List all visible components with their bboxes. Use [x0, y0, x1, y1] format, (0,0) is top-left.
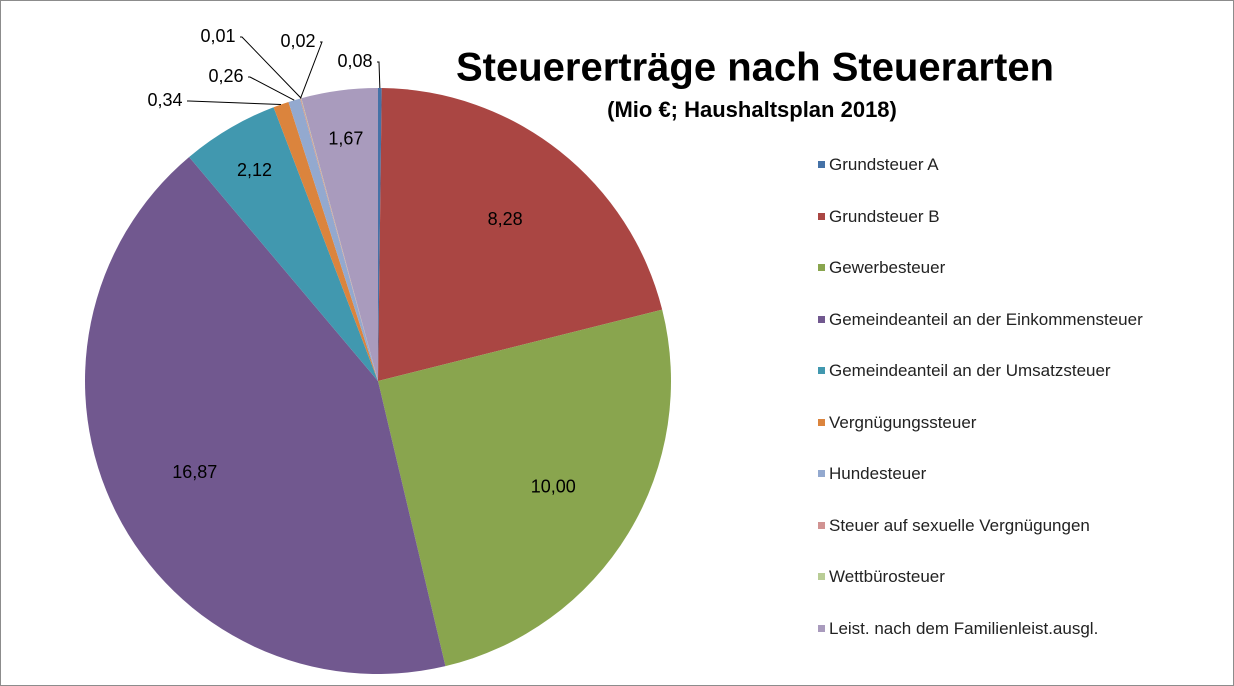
- data-label: 10,00: [531, 476, 576, 496]
- pie-slice: [273, 102, 378, 382]
- legend-item: Grundsteuer B: [818, 207, 1198, 259]
- legend-label: Steuer auf sexuelle Vergnügungen: [829, 515, 1090, 535]
- leader-line: [240, 36, 302, 99]
- legend-label: Wettbürosteuer: [829, 567, 945, 586]
- legend-swatch: [818, 315, 825, 323]
- pie-slice: [288, 98, 378, 382]
- legend-label: Hundesteuer: [829, 464, 927, 483]
- legend-swatch: [818, 470, 825, 477]
- legend-label: Gemeindeanteil an der Einkommensteuer: [829, 309, 1143, 329]
- data-label: 0,34: [147, 90, 182, 110]
- legend: Grundsteuer A Grundsteuer B Gewerbesteuer G…: [818, 155, 1198, 670]
- pie-slice: [378, 88, 663, 381]
- legend-swatch: [818, 521, 825, 529]
- legend-label: Gemeindeanteil an der Umsatzsteuer: [829, 361, 1111, 380]
- legend-label: Vergnügungssteuer: [829, 412, 977, 432]
- chart-title: Steuererträge nach Steuerarten: [456, 46, 1054, 90]
- data-label: 0,02: [280, 31, 315, 51]
- data-label: 16,87: [172, 462, 217, 482]
- leader-line: [248, 76, 295, 101]
- data-label: 2,12: [237, 160, 272, 180]
- legend-item: Gemeindeanteil an der Umsatzsteuer: [818, 361, 1198, 413]
- legend-item: Vergnügungssteuer: [818, 413, 1198, 465]
- pie-slice: [378, 88, 382, 381]
- pie-slice: [378, 309, 671, 667]
- legend-item: Steuer auf sexuelle Vergnügungen: [818, 516, 1198, 568]
- pie-slice: [189, 107, 378, 381]
- leader-line: [299, 41, 323, 99]
- legend-swatch: [818, 161, 825, 168]
- pie-slice: [300, 98, 378, 382]
- data-label: 0,01: [200, 26, 235, 46]
- data-label: 0,08: [337, 51, 372, 71]
- leader-line: [377, 61, 381, 89]
- data-label: 8,28: [488, 209, 523, 229]
- legend-item: Leist. nach dem Familienleist.ausgl.: [818, 619, 1198, 671]
- legend-item: Wettbürosteuer: [818, 567, 1198, 619]
- legend-swatch: [818, 264, 825, 271]
- legend-swatch: [818, 212, 825, 220]
- legend-item: Gemeindeanteil an der Einkommensteuer: [818, 310, 1198, 362]
- legend-swatch: [818, 367, 825, 374]
- pie-slice: [85, 156, 446, 674]
- chart-subtitle: (Mio €; Haushaltsplan 2018): [607, 97, 897, 122]
- legend-label: Gewerbesteuer: [829, 258, 946, 277]
- legend-swatch: [818, 624, 825, 632]
- legend-label: Grundsteuer A: [829, 155, 939, 174]
- pie-slice: [301, 88, 378, 381]
- data-label: 1,67: [328, 129, 363, 149]
- legend-item: Hundesteuer: [818, 464, 1198, 516]
- legend-label: Grundsteuer B: [829, 206, 940, 226]
- data-label: 0,26: [208, 66, 243, 86]
- pie-slice: [300, 98, 378, 381]
- leader-line: [187, 100, 281, 106]
- legend-item: Gewerbesteuer: [818, 258, 1198, 310]
- legend-swatch: [818, 573, 825, 580]
- legend-swatch: [818, 418, 825, 426]
- legend-item: Grundsteuer A: [818, 155, 1198, 207]
- legend-label: Leist. nach dem Familienleist.ausgl.: [829, 618, 1099, 638]
